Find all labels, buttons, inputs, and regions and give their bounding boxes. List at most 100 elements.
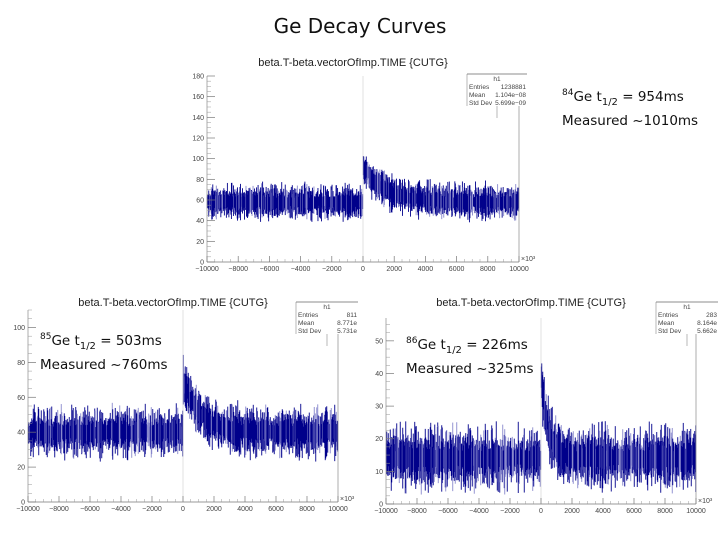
t-subscript: 1/2 (445, 345, 462, 356)
y-tick-label: 0 (21, 500, 25, 507)
half-life-line: 85Ge t1/2 = 503ms (40, 328, 168, 356)
chart-ge84: beta.T-beta.vectorOfImp.TIME {CUTG} −1000… (175, 52, 545, 282)
y-tick-label: 10 (375, 469, 383, 476)
x-tick-label: 8000 (299, 506, 315, 513)
stats-entries-value: 283 (706, 312, 717, 319)
y-tick-label: 20 (196, 239, 204, 246)
y-tick-label: 50 (375, 338, 383, 345)
annotation-ge84: 84Ge t1/2 = 954ms Measured ~1010ms (562, 84, 698, 131)
x-tick-label: 6000 (449, 266, 465, 273)
measured-line: Measured ~1010ms (562, 113, 699, 129)
y-tick-label: 120 (192, 136, 204, 143)
x-tick-label: 8000 (480, 266, 496, 273)
stats-mean-label: Mean (298, 320, 315, 327)
half-life-value: = 226ms (466, 337, 528, 353)
x-tick-label: 2000 (564, 508, 580, 515)
x-tick-label: 6000 (626, 508, 642, 515)
t-subscript: 1/2 (79, 341, 96, 352)
x-tick-label: −8000 (49, 506, 69, 513)
stats-name: h1 (683, 304, 691, 311)
y-tick-label: 60 (196, 198, 204, 205)
x-tick-label: −10000 (374, 508, 398, 515)
isotope-mass: 84 (562, 88, 574, 98)
isotope-symbol: Ge (573, 89, 593, 105)
plot-svg: beta.T-beta.vectorOfImp.TIME {CUTG} −1000… (374, 297, 718, 515)
stats-std-dev-value: 5.699e−09 (495, 100, 526, 107)
isotope-mass: 85 (40, 332, 52, 342)
half-life-value: = 954ms (622, 89, 684, 105)
x-multiplier: ×10³ (340, 496, 355, 503)
stats-entries-value: 1238881 (501, 84, 527, 91)
annotation-ge86: 86Ge t1/2 = 226ms Measured ~325ms (406, 332, 534, 379)
stats-mean-value: 8.164e (697, 320, 717, 327)
x-tick-label: 0 (539, 508, 543, 515)
x-tick-label: −6000 (80, 506, 100, 513)
stats-std-dev-label: Std Dev (658, 328, 682, 335)
annotation-ge85: 85Ge t1/2 = 503ms Measured ~760ms (40, 328, 168, 375)
slide-title: Ge Decay Curves (273, 14, 447, 38)
y-tick-label: 80 (17, 360, 25, 367)
t-symbol: t (74, 333, 80, 349)
plot-title: beta.T-beta.vectorOfImp.TIME {CUTG} (78, 297, 268, 309)
stats-name: h1 (493, 76, 501, 83)
y-tick-label: 0 (379, 502, 383, 509)
x-tick-label: 0 (361, 266, 365, 273)
x-tick-label: −2000 (322, 266, 342, 273)
y-tick-label: 100 (192, 156, 204, 163)
stats-entries-label: Entries (658, 312, 679, 319)
stats-entries-label: Entries (469, 84, 490, 91)
x-tick-label: −8000 (407, 508, 427, 515)
x-tick-label: −4000 (291, 266, 311, 273)
x-tick-label: 6000 (268, 506, 284, 513)
histogram-series (385, 363, 697, 495)
y-tick-label: 40 (375, 371, 383, 378)
x-tick-label: 2000 (206, 506, 222, 513)
x-tick-label: −8000 (228, 266, 248, 273)
t-symbol: t (596, 89, 602, 105)
x-tick-label: −4000 (111, 506, 131, 513)
measured-line: Measured ~325ms (406, 361, 534, 377)
chart-ge86: beta.T-beta.vectorOfImp.TIME {CUTG} −1000… (362, 292, 720, 524)
stats-std-dev-value: 5.731e (337, 328, 357, 335)
x-tick-label: −10000 (195, 266, 219, 273)
y-tick-label: 80 (196, 177, 204, 184)
y-tick-label: 100 (13, 325, 25, 332)
x-tick-label: −6000 (438, 508, 458, 515)
y-tick-label: 20 (17, 465, 25, 472)
stats-std-dev-label: Std Dev (298, 328, 322, 335)
x-tick-label: −6000 (260, 266, 280, 273)
y-tick-label: 60 (17, 395, 25, 402)
x-tick-label: 2000 (386, 266, 402, 273)
plot-svg: beta.T-beta.vectorOfImp.TIME {CUTG} −1000… (13, 297, 358, 513)
y-tick-label: 160 (192, 94, 204, 101)
t-subscript: 1/2 (601, 97, 618, 108)
measured-line: Measured ~760ms (40, 357, 168, 373)
y-tick-label: 0 (200, 260, 204, 267)
x-tick-label: −2000 (500, 508, 520, 515)
stats-mean-value: 1.104e−08 (495, 92, 526, 99)
histogram-series (206, 156, 520, 223)
x-tick-label: 8000 (657, 508, 673, 515)
half-life-line: 86Ge t1/2 = 226ms (406, 332, 534, 360)
stats-entries-value: 811 (347, 312, 358, 319)
half-life-value: = 503ms (100, 333, 162, 349)
y-tick-label: 40 (196, 218, 204, 225)
x-tick-label: −2000 (142, 506, 162, 513)
x-multiplier: ×10³ (521, 256, 536, 263)
stats-mean-label: Mean (469, 92, 486, 99)
chart-ge85: beta.T-beta.vectorOfImp.TIME {CUTG} −1000… (0, 292, 360, 524)
plot-title: beta.T-beta.vectorOfImp.TIME {CUTG} (436, 297, 626, 309)
x-tick-label: −10000 (16, 506, 40, 513)
x-tick-label: 10000 (509, 266, 529, 273)
stats-box: h1 Entries 811 Mean 8.771e Std Dev 5.731e (295, 301, 358, 346)
plot-svg: beta.T-beta.vectorOfImp.TIME {CUTG} −1000… (192, 57, 536, 273)
plot-title: beta.T-beta.vectorOfImp.TIME {CUTG} (258, 57, 448, 69)
t-symbol: t (440, 337, 446, 353)
half-life-line: 84Ge t1/2 = 954ms (562, 84, 698, 112)
x-tick-label: 4000 (595, 508, 611, 515)
y-tick-label: 40 (17, 430, 25, 437)
stats-std-dev-value: 5.662e (697, 328, 717, 335)
y-tick-label: 20 (375, 436, 383, 443)
isotope-mass: 86 (406, 336, 418, 346)
